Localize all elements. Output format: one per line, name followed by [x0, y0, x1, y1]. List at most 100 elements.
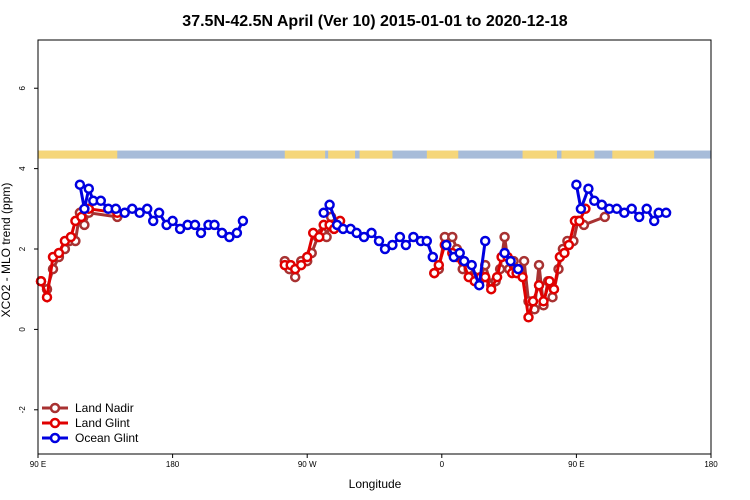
data-point-ocean-glint: [95, 195, 107, 207]
data-point-ocean-glint: [458, 255, 470, 267]
land-segment: [359, 150, 393, 159]
data-point-land-glint: [517, 271, 528, 283]
data-point-ocean-glint: [237, 215, 249, 227]
data-point-ocean-glint: [231, 227, 243, 239]
land-segment: [561, 150, 595, 159]
data-point-land-nadir: [499, 231, 510, 243]
legend-marker: [49, 402, 61, 414]
land-segment: [522, 150, 557, 159]
data-point-land-glint: [35, 275, 47, 287]
data-point-ocean-glint: [479, 235, 491, 247]
x-tick-label: 0: [440, 460, 445, 469]
data-point-ocean-glint: [79, 203, 90, 215]
land-segment: [612, 150, 655, 159]
data-point-ocean-glint: [596, 199, 608, 211]
data-point-ocean-glint: [189, 219, 201, 231]
data-point-ocean-glint: [119, 207, 130, 219]
data-point-ocean-glint: [626, 203, 637, 215]
data-point-land-glint: [523, 312, 534, 323]
x-axis-label: Longitude: [349, 477, 402, 491]
plot-frame: [37, 39, 712, 455]
data-point-land-nadir: [599, 211, 611, 223]
data-point-land-glint: [65, 231, 77, 243]
legend-marker: [49, 417, 61, 429]
data-point-ocean-glint: [174, 223, 186, 235]
land-segment: [328, 150, 356, 159]
data-point-land-glint: [485, 283, 497, 295]
data-point-ocean-glint: [324, 199, 335, 211]
data-point-land-glint: [527, 296, 539, 307]
data-point-land-glint: [548, 283, 560, 295]
data-point-ocean-glint: [351, 227, 362, 239]
data-point-ocean-glint: [216, 227, 228, 239]
data-point-land-glint: [559, 247, 570, 259]
data-point-ocean-glint: [660, 207, 672, 219]
data-point-ocean-glint: [394, 231, 406, 243]
data-point-ocean-glint: [110, 203, 122, 215]
legend-item-ocean-glint: Ocean Glint: [42, 431, 139, 445]
data-point-ocean-glint: [74, 179, 86, 190]
data-point-ocean-glint: [209, 219, 220, 231]
data-point-ocean-glint: [373, 235, 385, 247]
legend-label: Ocean Glint: [75, 431, 139, 445]
data-point-land-glint: [433, 259, 445, 271]
x-tick-label: 90 E: [568, 460, 584, 469]
data-point-ocean-glint: [571, 179, 582, 190]
x-tick-label: 90 W: [298, 460, 317, 469]
data-point-ocean-glint: [589, 195, 600, 207]
data-point-ocean-glint: [611, 203, 623, 215]
legend-item-land-glint: Land Glint: [42, 416, 130, 430]
data-point-ocean-glint: [583, 183, 594, 194]
y-tick-label: -2: [18, 406, 27, 414]
data-point-ocean-glint: [427, 251, 439, 263]
y-axis-label: XCO2 - MLO trend (ppm): [0, 183, 13, 318]
data-point-land-glint: [538, 296, 549, 307]
land-segment: [426, 150, 459, 159]
data-point-ocean-glint: [421, 235, 433, 247]
data-point-land-glint: [479, 271, 491, 283]
data-point-ocean-glint: [167, 215, 178, 227]
data-point-land-glint: [563, 239, 575, 251]
x-tick-label: 180: [704, 460, 718, 469]
chart-title: 37.5N-42.5N April (Ver 10) 2015-01-01 to…: [182, 13, 568, 30]
data-point-ocean-glint: [454, 247, 465, 259]
data-point-land-glint: [533, 279, 545, 291]
y-tick-label: 2: [18, 246, 27, 251]
data-point-ocean-glint: [141, 203, 153, 215]
data-point-ocean-glint: [134, 207, 145, 219]
data-point-ocean-glint: [358, 231, 370, 243]
data-point-ocean-glint: [473, 279, 485, 291]
data-point-ocean-glint: [366, 227, 377, 239]
y-tick-label: 0: [18, 327, 27, 332]
data-point-ocean-glint: [224, 231, 235, 243]
data-point-ocean-glint: [441, 239, 452, 251]
data-point-ocean-glint: [83, 183, 95, 194]
data-point-land-glint: [41, 291, 53, 303]
data-point-land-glint: [491, 271, 503, 283]
data-point-land-glint: [76, 211, 87, 223]
y-axis: -2 0 2 4 6: [18, 85, 38, 413]
series-layer: [35, 179, 672, 323]
data-point-ocean-glint: [408, 231, 419, 243]
data-point-ocean-glint: [641, 203, 652, 215]
data-point-ocean-glint: [648, 215, 660, 227]
x-tick-label: 180: [166, 460, 180, 469]
data-point-ocean-glint: [147, 215, 159, 227]
legend-label: Land Glint: [75, 416, 130, 430]
data-point-land-glint: [313, 231, 325, 243]
land-ocean-strip: [38, 150, 711, 159]
data-point-ocean-glint: [499, 247, 510, 259]
data-point-land-glint: [301, 251, 313, 263]
x-tick-label: 90 E: [30, 460, 46, 469]
y-tick-label: 6: [18, 85, 27, 90]
data-point-ocean-glint: [126, 203, 138, 215]
land-segment: [38, 150, 118, 159]
data-point-ocean-glint: [466, 259, 477, 271]
data-point-ocean-glint: [153, 207, 165, 219]
data-point-ocean-glint: [387, 239, 398, 251]
data-point-ocean-glint: [400, 239, 412, 251]
legend-label: Land Nadir: [75, 401, 134, 415]
legend-item-land-nadir: Land Nadir: [42, 401, 134, 415]
